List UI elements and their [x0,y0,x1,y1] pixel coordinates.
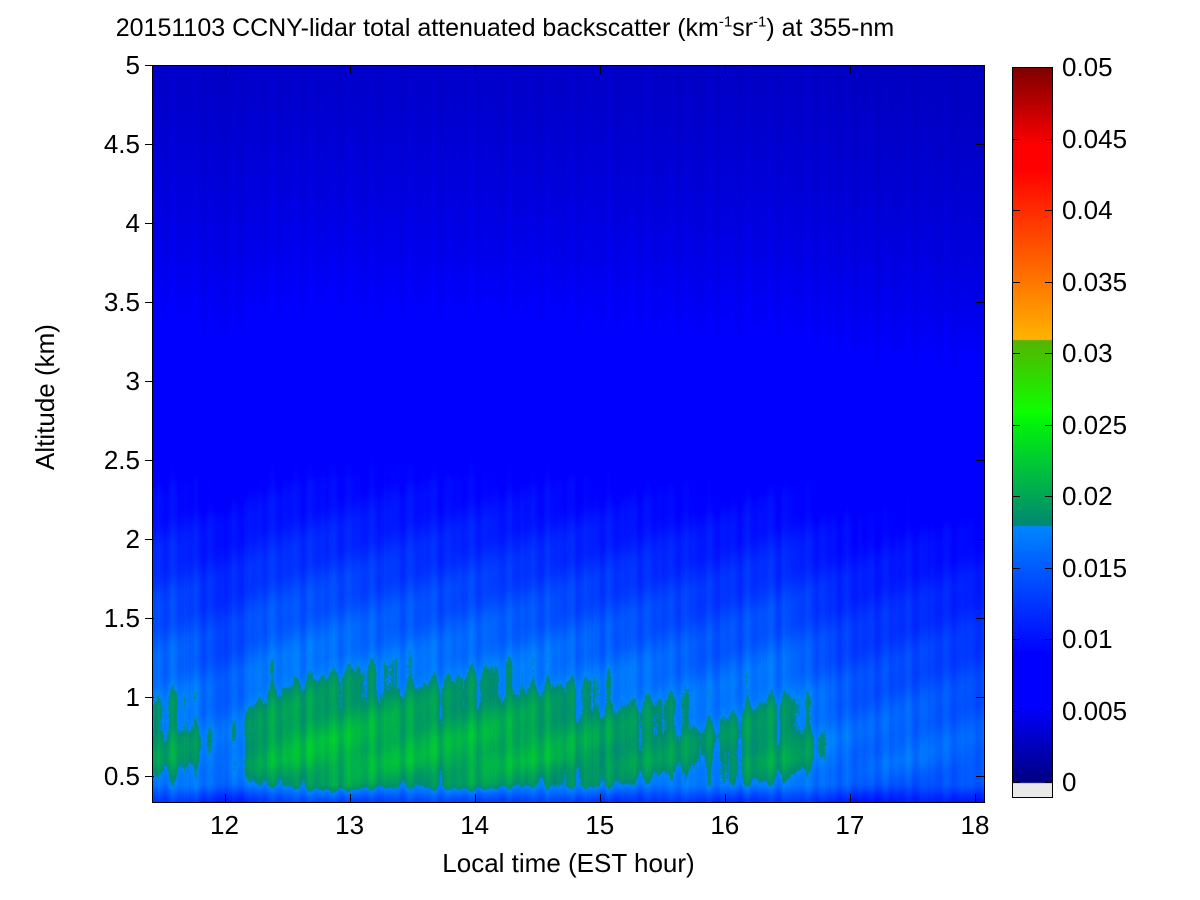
x-axis-tick-top [724,65,726,74]
colorbar-tick [1012,424,1020,426]
colorbar-tick-label: 0.04 [1062,195,1113,225]
colorbar-tick-right [1045,67,1053,68]
colorbar-tick-label: 0.03 [1062,338,1113,368]
colorbar-tick-right [1045,138,1053,140]
x-axis-tick-label: 13 [335,810,365,840]
heatmap-plot-area [152,65,985,803]
colorbar-tick-label: 0.035 [1062,266,1128,297]
y-axis-tick-right [976,618,985,620]
x-axis-tick-label: 16 [710,810,740,840]
x-axis-tick-label: 14 [460,810,490,840]
title-superscript-1: -1 [718,13,733,31]
x-axis-tick-label: 15 [585,810,615,840]
x-axis-tick-top [349,65,351,74]
x-axis-tick [349,794,351,803]
colorbar-tick [1012,210,1020,211]
y-axis-tick [145,65,154,66]
colorbar-tick-label: 0.005 [1062,695,1128,726]
colorbar-tick-label: 0 [1062,767,1077,797]
colorbar-tick-right [1045,639,1053,640]
colorbar-tick-right [1045,281,1053,283]
y-axis-tick-right [976,302,985,303]
colorbar-tick-right [1045,782,1053,783]
y-axis-tick-right [976,697,985,699]
colorbar-tick [1012,353,1020,354]
y-axis-tick-right [976,223,985,224]
y-axis-tick-right [976,460,985,462]
y-axis-tick-label: 0.5 [103,761,140,792]
x-axis-tick [474,794,476,803]
x-axis-tick [599,794,601,803]
y-axis-tick [145,776,154,778]
y-axis-tick [145,539,154,541]
colorbar-tick-right [1045,210,1053,211]
x-axis-tick [224,794,226,803]
y-axis-tick-right [976,381,985,383]
colorbar-tick-right [1045,567,1053,569]
colorbar-tick-label: 0.02 [1062,481,1113,511]
y-axis-tick-label: 2.5 [103,445,140,476]
colorbar-tick-label: 0.015 [1062,552,1128,583]
figure-title: 20151103 CCNY-lidar total attenuated bac… [0,13,1010,43]
colorbar-tick [1012,639,1020,640]
y-axis-tick [145,381,154,383]
y-axis-tick [145,697,154,699]
colorbar-tick-right [1045,424,1053,426]
colorbar-tick-right [1045,496,1053,497]
y-axis-tick-label: 3 [125,366,140,397]
x-axis-tick [724,794,726,803]
colorbar-tick [1012,567,1020,569]
title-text-mid: sr [732,14,754,42]
colorbar-tick-label: 0.025 [1062,409,1128,440]
x-axis-tick [849,794,851,803]
x-axis-tick [975,794,976,803]
colorbar-tick [1012,496,1020,497]
y-axis-tick-right [976,776,985,778]
x-axis-tick-label: 17 [835,810,865,840]
colorbar-canvas [1013,68,1052,797]
y-axis-tick [145,618,154,620]
colorbar [1012,67,1053,798]
y-axis-tick-label: 2 [125,524,140,555]
colorbar-tick [1012,710,1020,712]
x-axis-tick-label: 12 [210,810,239,840]
x-axis-tick-top [599,65,601,74]
colorbar-tick-right [1045,353,1053,354]
colorbar-tick-label: 0.05 [1062,52,1113,82]
x-axis-label: Local time (EST hour) [442,848,695,878]
y-axis-label: Altitude (km) [30,324,60,470]
x-axis-tick-top [224,65,226,74]
title-text-suffix: ) at 355-nm [766,14,895,42]
colorbar-tick [1012,67,1020,68]
x-axis-tick-top [975,65,976,74]
title-superscript-2: -1 [753,13,767,31]
y-axis-tick [145,223,154,224]
y-axis-tick-label: 5 [125,50,140,80]
x-axis-tick-label: 18 [960,810,990,840]
y-axis-tick-label: 4 [125,208,140,238]
y-axis-tick [145,144,154,145]
colorbar-tick [1012,281,1020,283]
colorbar-tick-label: 0.045 [1062,123,1128,154]
y-axis-tick-right [976,144,985,145]
y-axis-tick [145,302,154,303]
y-axis-tick-right [976,65,985,66]
colorbar-tick [1012,782,1020,783]
y-axis-tick-label: 3.5 [103,287,140,317]
y-axis-tick-label: 1 [125,682,140,713]
colorbar-tick-label: 0.01 [1062,624,1113,654]
y-axis-tick-label: 4.5 [103,129,140,159]
x-axis-tick-top [474,65,476,74]
y-axis-tick [145,460,154,462]
x-axis-tick-top [849,65,851,74]
y-axis-tick-right [976,539,985,541]
colorbar-tick-right [1045,710,1053,712]
colorbar-tick [1012,138,1020,140]
title-text-prefix: 20151103 CCNY-lidar total attenuated bac… [115,14,719,42]
y-axis-tick-label: 1.5 [103,603,140,634]
heatmap-canvas [153,66,984,802]
